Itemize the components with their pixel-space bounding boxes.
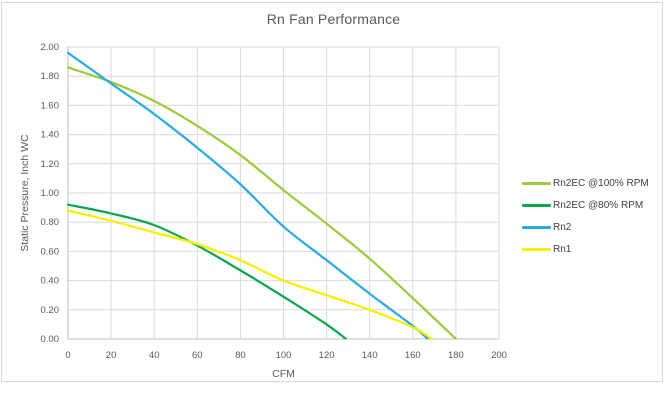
y-tick-label: 0.00 [41,334,60,345]
x-tick-label: 140 [362,350,378,361]
series-line-rn2ec-100-rpm[interactable] [66,66,458,340]
y-tick-label: 0.80 [41,217,60,228]
x-tick-label: 100 [276,350,292,361]
legend-line-swatch [522,203,551,207]
legend-line-swatch [522,225,551,229]
legend-line-swatch [522,181,551,185]
x-axis-title: CFM [272,368,295,380]
legend-label: Rn2 [553,221,572,233]
legend-item-rn2ec-80-rpm[interactable]: Rn2EC @80% RPM [522,198,649,212]
series-line-rn2[interactable] [66,51,430,340]
y-tick-label: 1.20 [41,159,60,170]
y-tick-label: 0.20 [41,305,60,316]
y-tick-label: 0.40 [41,276,60,287]
chart-title[interactable]: Rn Fan Performance [266,11,401,27]
x-tick-label: 200 [491,350,507,361]
x-tick-label: 80 [235,350,246,361]
x-tick-label: 60 [192,350,203,361]
y-tick-label: 1.40 [41,130,60,141]
x-tick-label: 120 [319,350,335,361]
legend-line-swatch [522,247,551,251]
series-line-rn1[interactable] [66,209,434,340]
y-tick-label: 1.80 [41,71,60,82]
y-tick-label: 0.60 [41,246,60,257]
legend-label: Rn2EC @100% RPM [553,177,649,189]
y-tick-label: 2.00 [41,42,60,53]
x-tick-label: 0 [65,350,70,361]
legend-label: Rn1 [553,243,572,255]
series-line-rn2ec-80-rpm[interactable] [66,203,348,340]
x-tick-label: 20 [106,350,117,361]
legend-item-rn1[interactable]: Rn1 [522,242,649,256]
legend-item-rn2[interactable]: Rn2 [522,220,649,234]
x-tick-label: 180 [448,350,464,361]
legend-label: Rn2EC @80% RPM [553,199,644,211]
y-tick-label: 1.00 [41,188,60,199]
legend: Rn2EC @100% RPM Rn2EC @80% RPM Rn2 Rn1 [522,176,649,264]
x-tick-label: 40 [149,350,160,361]
y-tick-label: 1.60 [41,100,60,111]
legend-item-rn2ec-100-rpm[interactable]: Rn2EC @100% RPM [522,176,649,190]
x-tick-label: 160 [405,350,421,361]
